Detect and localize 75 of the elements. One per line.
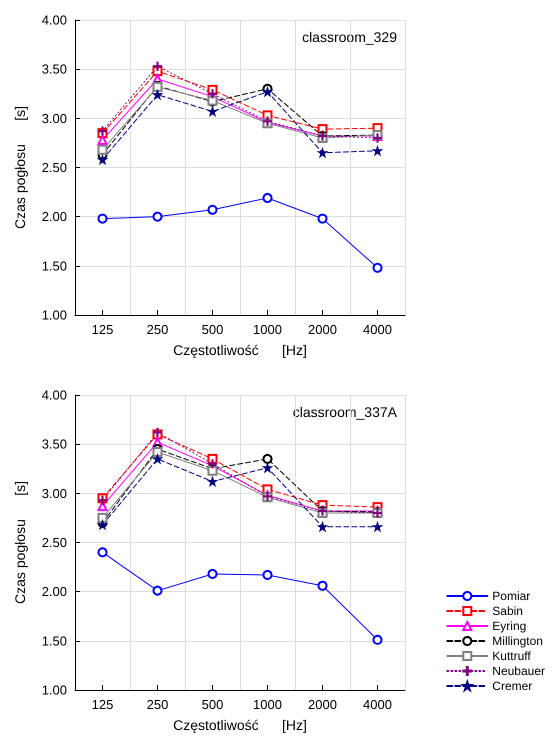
point [152, 428, 162, 437]
point [208, 106, 218, 116]
y-tick-label: 2.00 [42, 209, 67, 224]
x-tick-label: 1000 [253, 697, 282, 712]
point [372, 522, 382, 532]
x-tick-label: 125 [92, 322, 114, 337]
point [152, 90, 162, 100]
y-tick-label: 1.00 [42, 308, 67, 322]
x-tick-label: 1000 [253, 322, 282, 337]
point [372, 634, 382, 645]
point [318, 214, 328, 224]
point [98, 126, 108, 136]
legend-label: Cremer [492, 679, 532, 693]
point [98, 134, 108, 145]
x-tick-label: 4000 [363, 322, 392, 337]
point [372, 146, 382, 156]
point [208, 459, 218, 468]
y-tick-label: 4.00 [42, 12, 67, 28]
point [152, 586, 162, 596]
legend-label: Millington [492, 634, 543, 648]
point [262, 570, 272, 580]
x-tick-label: 250 [146, 697, 168, 712]
x-tick-label: 500 [202, 322, 224, 337]
legend-label: Kuttruff [492, 649, 532, 663]
y-tick-label: 1.50 [42, 258, 67, 274]
y-tick-label: 2.50 [42, 160, 67, 175]
point [152, 62, 162, 71]
x-tick-label: 125 [92, 697, 114, 712]
point [318, 522, 328, 532]
point [152, 454, 162, 464]
y-tick-label: 3.00 [42, 486, 67, 501]
legend-label: Neubauer [492, 664, 546, 678]
x-tick-label: 4000 [363, 697, 392, 712]
y-axis-title: Czas pogłosu [s] [12, 106, 28, 229]
annotation: classroom_329 [302, 29, 398, 45]
y-tick-label: 3.50 [42, 62, 67, 77]
y-axis-title: Czas pogłosu [s] [12, 481, 28, 604]
point [152, 447, 162, 458]
point [262, 87, 272, 96]
point [372, 133, 382, 143]
point [98, 512, 108, 523]
x-tick-label: 2000 [308, 322, 337, 337]
x-tick-label: 250 [146, 322, 168, 337]
point [98, 214, 108, 224]
point [262, 454, 272, 464]
y-tick-label: 2.50 [42, 535, 67, 550]
point [98, 144, 108, 155]
point [98, 155, 108, 164]
point [98, 547, 108, 558]
point [318, 148, 328, 158]
point [208, 568, 218, 579]
y-tick-label: 3.00 [42, 110, 67, 126]
y-tick-label: 4.00 [42, 388, 67, 402]
x-axis-title: Częstotliwość [Hz] [173, 342, 307, 358]
y-tick-label: 3.50 [42, 436, 67, 452]
y-tick-label: 1.50 [42, 633, 67, 648]
point [318, 580, 328, 591]
x-tick-label: 2000 [308, 697, 337, 712]
y-tick-label: 2.00 [42, 584, 67, 600]
x-tick-label: 500 [202, 697, 224, 712]
x-axis-title: Częstotliwość [Hz] [173, 717, 307, 733]
point [208, 89, 218, 98]
point [262, 463, 272, 472]
y-tick-label: 1.00 [42, 682, 67, 698]
legend-label: Sabin [492, 604, 523, 618]
point [98, 496, 108, 505]
annotation: classroom_337A [292, 404, 398, 420]
point [208, 476, 218, 486]
point [208, 204, 218, 215]
point [372, 262, 382, 273]
legend-label: Eyring [492, 619, 526, 633]
point [152, 212, 162, 222]
point [262, 192, 272, 203]
legend-label: Pomiar [492, 589, 530, 603]
point [98, 520, 108, 530]
